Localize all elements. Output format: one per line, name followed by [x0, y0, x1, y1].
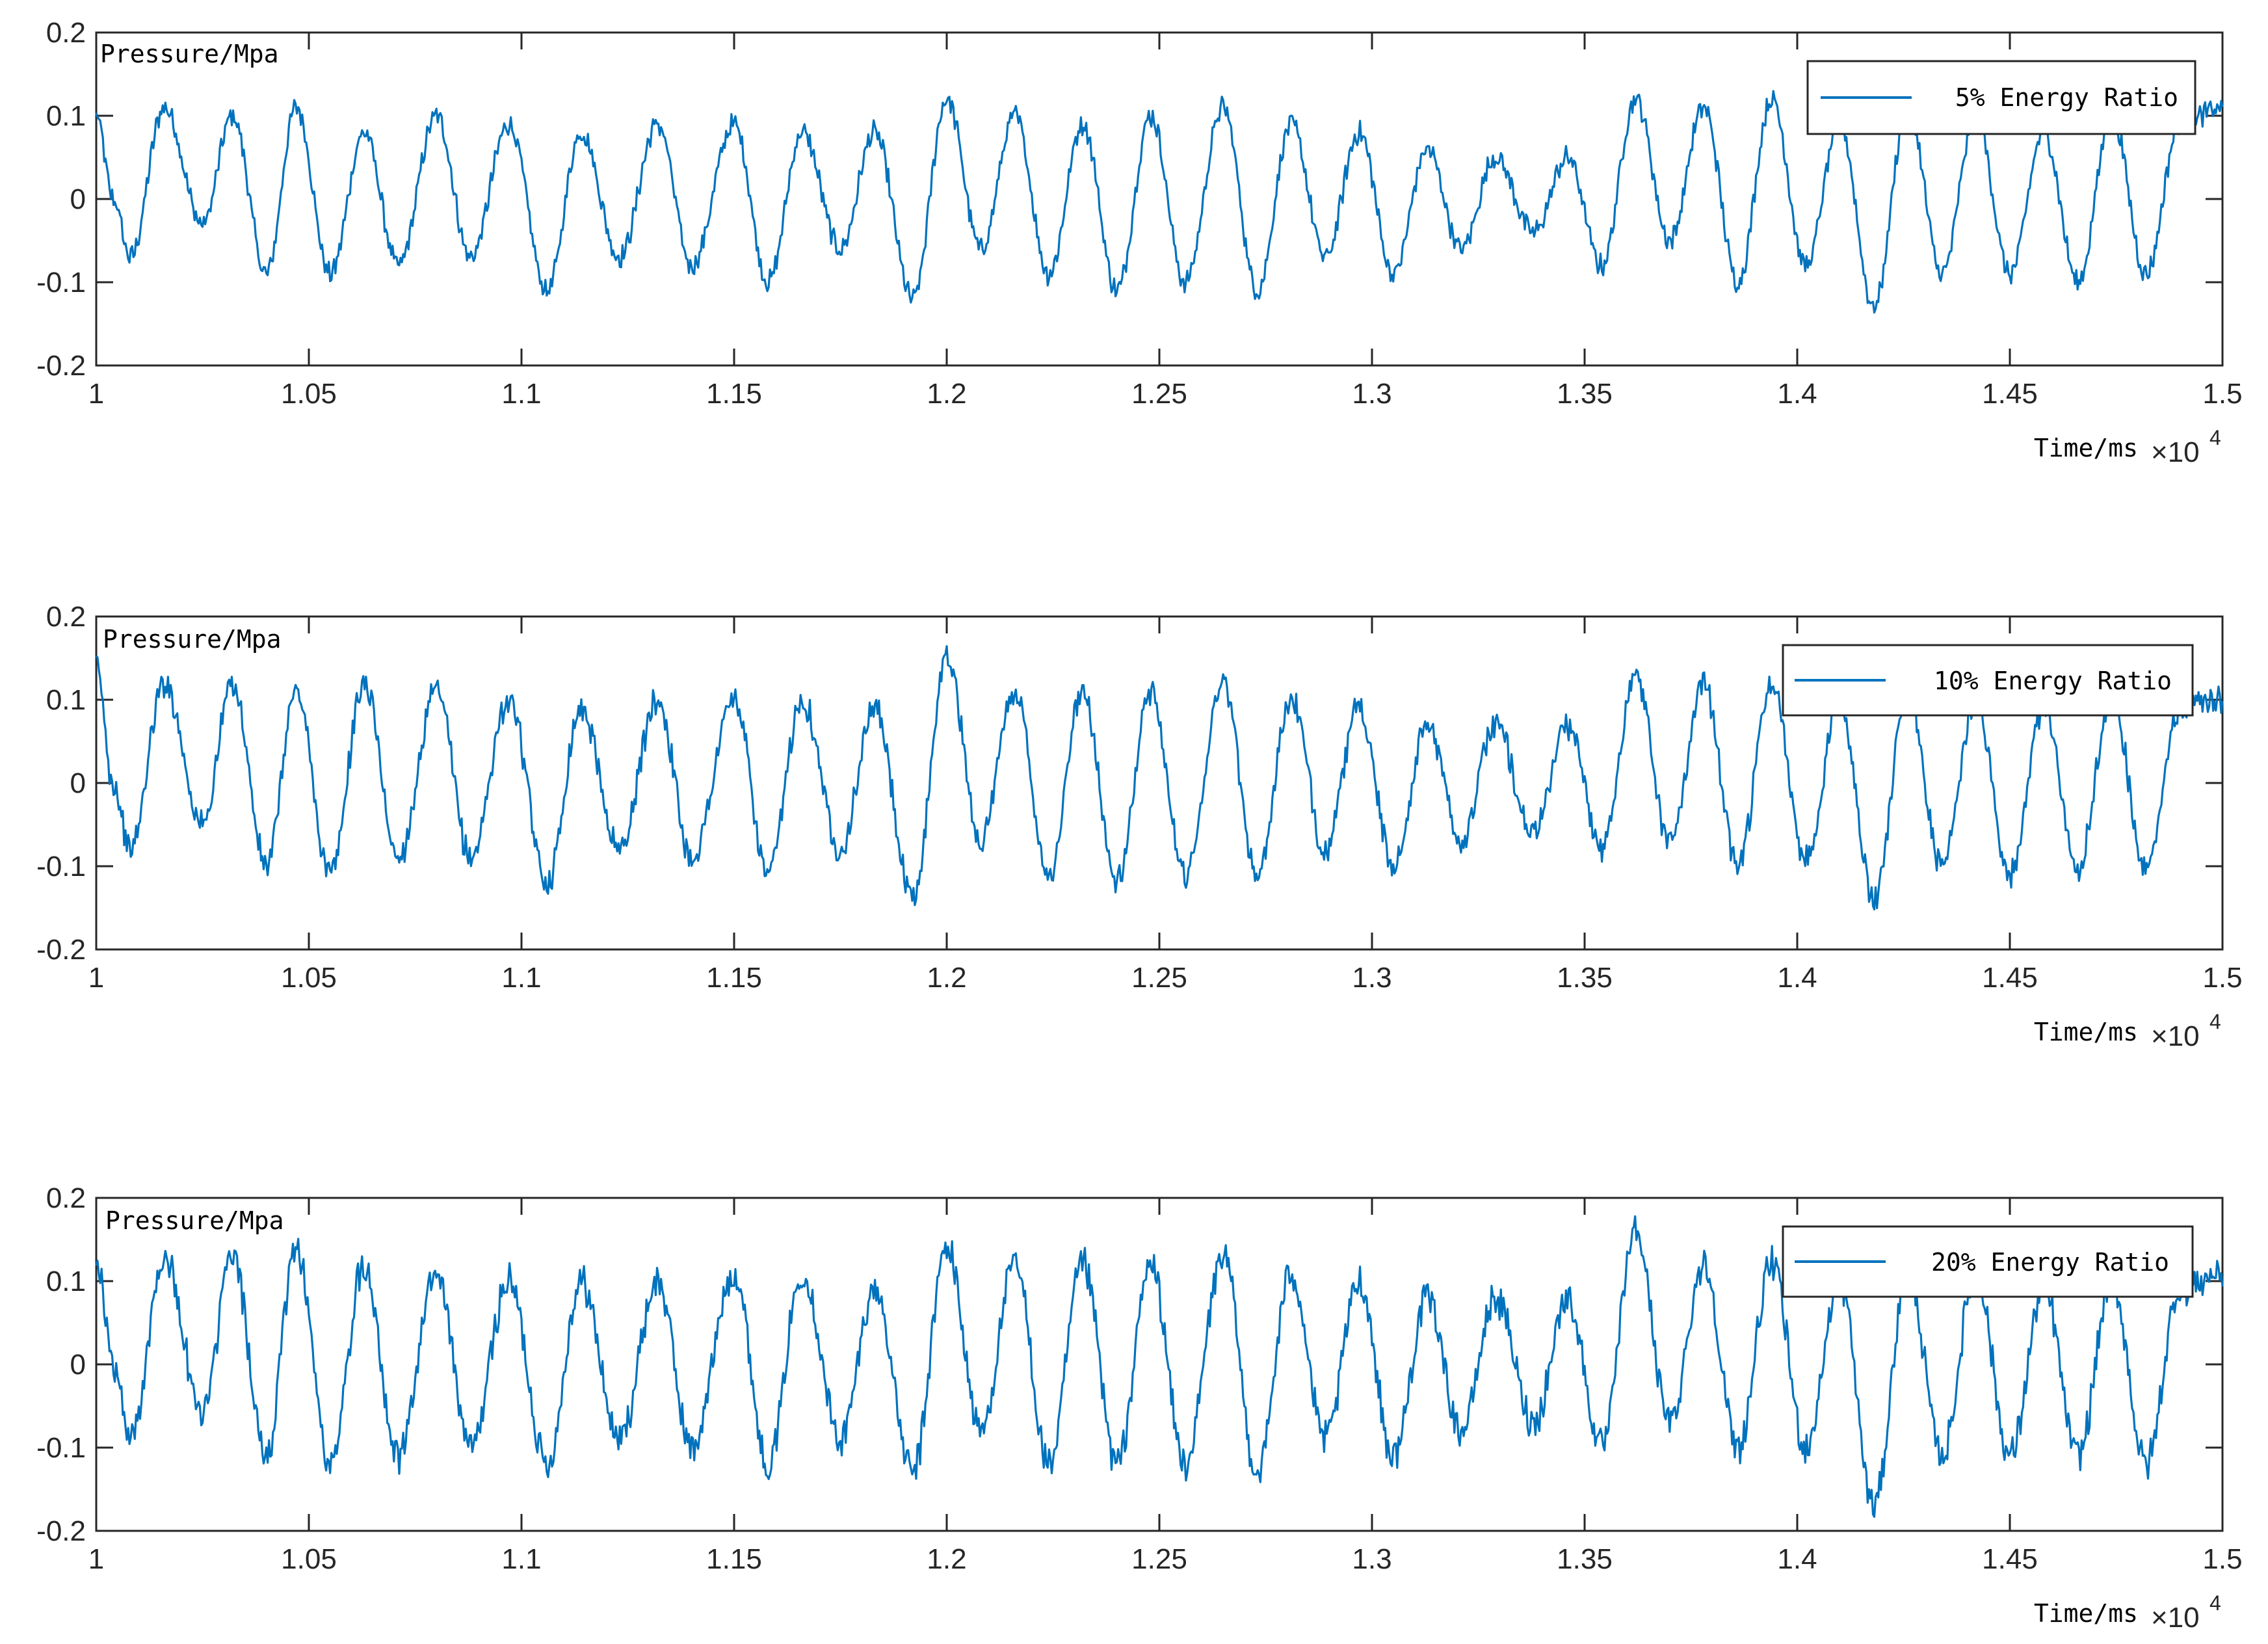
x-tick-label-1-0: 1 [88, 378, 104, 410]
x-exponent-3: ×10 [2151, 1602, 2200, 1634]
y-tick-label-2-2: 0 [70, 767, 86, 799]
legend-label-2: 10% Energy Ratio [1934, 667, 2172, 695]
y-tick-label-3-0: 0.2 [46, 1182, 86, 1214]
y-tick-label-2-0: 0.2 [46, 601, 86, 633]
x-tick-label-2-4: 1.2 [927, 962, 966, 994]
y-tick-label-1-2: 0 [70, 183, 86, 215]
axis-ticks-1 [95, 31, 2224, 367]
legend-3: 20% Energy Ratio [1782, 1225, 2194, 1298]
x-tick-label-1-1: 1.05 [281, 378, 337, 410]
x-tick-label-2-8: 1.4 [1777, 962, 1817, 994]
y-axis-label-2: Pressure/Mpa [103, 625, 282, 654]
x-tick-label-1-3: 1.15 [706, 378, 762, 410]
x-tick-label-2-2: 1.1 [501, 962, 541, 994]
x-tick-label-1-6: 1.3 [1352, 378, 1391, 410]
axis-tick-labels-2: 1 1.05 1.1 1.15 1.2 1.25 1.3 1.35 1.4 1.45 1.5 0.2 0… [36, 601, 2242, 994]
x-axis-label-1: Time/ms [2034, 434, 2138, 462]
x-tick-label-2-3: 1.15 [706, 962, 762, 994]
x-tick-label-1-8: 1.4 [1777, 378, 1817, 410]
y-axis-label-3: Pressure/Mpa [105, 1206, 284, 1235]
y-tick-label-1-3: -0.1 [36, 267, 86, 298]
x-tick-label-1-7: 1.35 [1557, 378, 1613, 410]
x-exponent-1: ×10 [2151, 436, 2200, 468]
series-line-1 [95, 90, 2224, 314]
axis-tick-labels-1: 1 1.05 1.1 1.15 1.2 1.25 1.3 1.35 1.4 1.45 1.5 0.2 0… [36, 17, 2242, 410]
x-tick-label-3-1: 1.05 [281, 1543, 337, 1575]
x-tick-label-3-0: 1 [88, 1543, 104, 1575]
x-tick-label-2-9: 1.45 [1982, 962, 2038, 994]
x-tick-label-2-10: 1.5 [2202, 962, 2242, 994]
x-tick-label-1-2: 1.1 [501, 378, 541, 410]
legend-1: 5% Energy Ratio [1806, 60, 2196, 135]
x-axis-label-3: Time/ms [2034, 1599, 2138, 1628]
y-tick-label-3-2: 0 [70, 1349, 86, 1381]
x-tick-label-2-7: 1.35 [1557, 962, 1613, 994]
x-tick-label-3-4: 1.2 [927, 1543, 966, 1575]
x-exponent-power-2: 4 [2209, 1010, 2221, 1033]
x-tick-label-3-10: 1.5 [2202, 1543, 2242, 1575]
x-tick-label-3-6: 1.3 [1352, 1543, 1391, 1575]
chart-panel-3: 1 1.05 1.1 1.15 1.2 1.25 1.3 1.35 1.4 1.45 1.5 0.2 0… [36, 1182, 2242, 1634]
x-tick-label-2-0: 1 [88, 962, 104, 994]
legend-label-3: 20% Energy Ratio [1931, 1248, 2169, 1277]
x-tick-label-1-10: 1.5 [2202, 378, 2242, 410]
x-tick-label-2-1: 1.05 [281, 962, 337, 994]
x-tick-label-3-9: 1.45 [1982, 1543, 2038, 1575]
y-tick-label-1-1: 0.1 [46, 100, 86, 132]
y-axis-label-1: Pressure/Mpa [100, 40, 279, 68]
y-tick-label-2-1: 0.1 [46, 684, 86, 716]
axis-ticks-2 [95, 615, 2224, 951]
x-tick-label-2-6: 1.3 [1352, 962, 1391, 994]
x-tick-label-3-7: 1.35 [1557, 1543, 1613, 1575]
axis-tick-labels-3: 1 1.05 1.1 1.15 1.2 1.25 1.3 1.35 1.4 1.45 1.5 0.2 0… [36, 1182, 2242, 1575]
x-exponent-power-3: 4 [2209, 1591, 2221, 1615]
x-tick-label-3-2: 1.1 [501, 1543, 541, 1575]
series-line-3 [95, 1215, 2224, 1518]
x-exponent-2: ×10 [2151, 1020, 2200, 1052]
x-tick-label-3-3: 1.15 [706, 1543, 762, 1575]
chart-panel-1: 1 1.05 1.1 1.15 1.2 1.25 1.3 1.35 1.4 1.45 1.5 0.2 0… [36, 17, 2242, 468]
legend-label-1: 5% Energy Ratio [1955, 83, 2178, 112]
legend-2: 10% Energy Ratio [1782, 644, 2194, 717]
x-tick-label-1-9: 1.45 [1982, 378, 2038, 410]
x-tick-label-1-5: 1.25 [1131, 378, 1187, 410]
axis-ticks-3 [95, 1197, 2224, 1532]
x-axis-label-2: Time/ms [2034, 1018, 2138, 1046]
x-tick-label-3-8: 1.4 [1777, 1543, 1817, 1575]
y-tick-label-3-1: 0.1 [46, 1266, 86, 1297]
y-tick-label-3-3: -0.1 [36, 1432, 86, 1464]
x-tick-label-2-5: 1.25 [1131, 962, 1187, 994]
y-tick-label-2-3: -0.1 [36, 851, 86, 882]
chart-panel-2: 1 1.05 1.1 1.15 1.2 1.25 1.3 1.35 1.4 1.45 1.5 0.2 0… [36, 601, 2242, 1052]
y-tick-label-1-4: -0.2 [36, 350, 86, 382]
series-line-2 [95, 644, 2224, 911]
x-tick-label-1-4: 1.2 [927, 378, 966, 410]
x-tick-label-3-5: 1.25 [1131, 1543, 1187, 1575]
y-tick-label-2-4: -0.2 [36, 934, 86, 966]
x-exponent-power-1: 4 [2209, 426, 2221, 449]
y-tick-label-1-0: 0.2 [46, 17, 86, 49]
y-tick-label-3-4: -0.2 [36, 1515, 86, 1547]
